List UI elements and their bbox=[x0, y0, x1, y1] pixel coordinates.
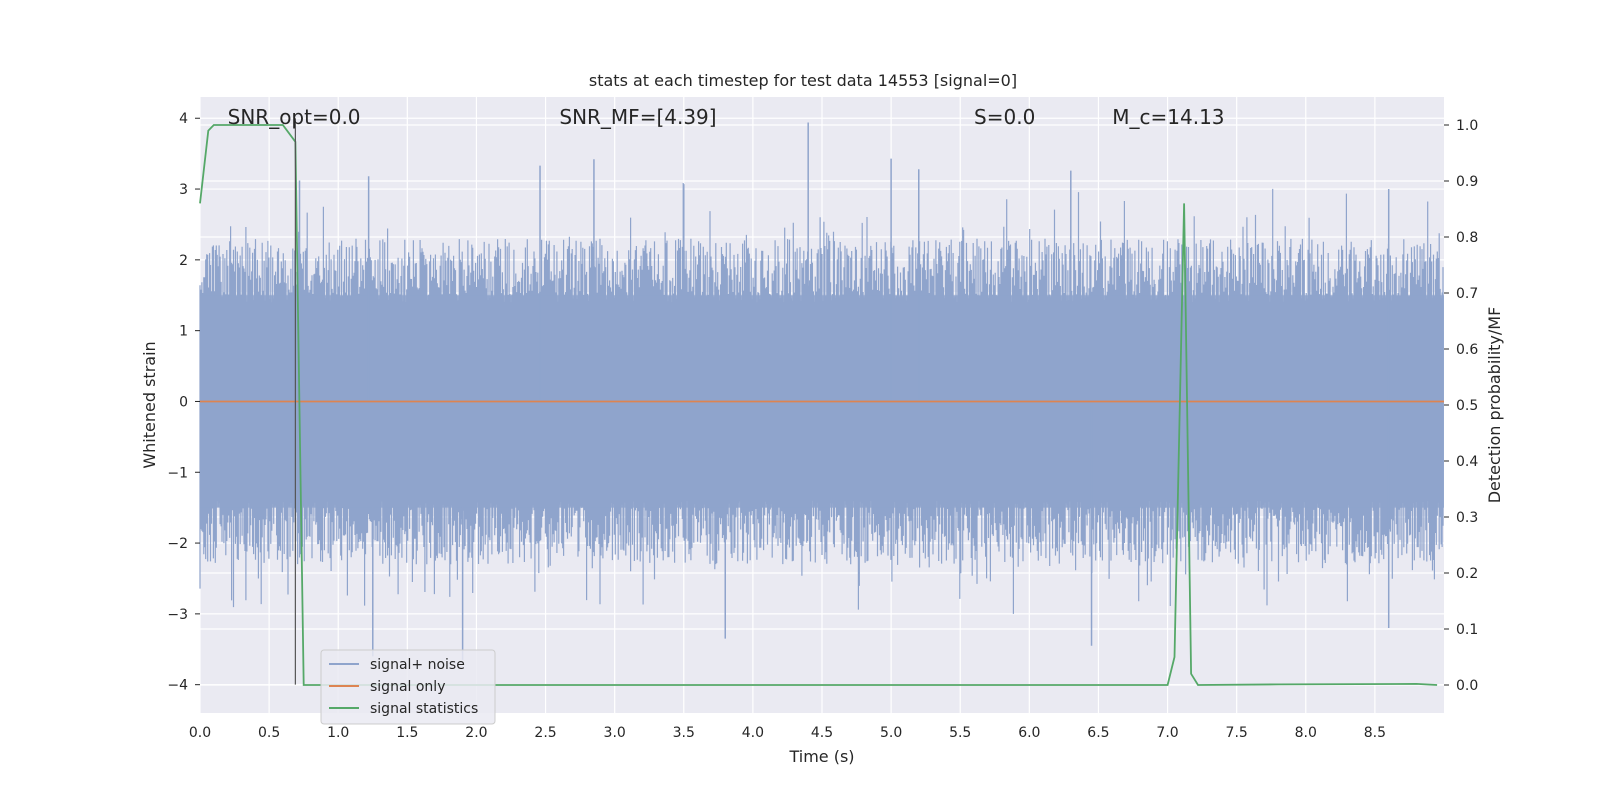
y-right-tick-label: 0.2 bbox=[1456, 566, 1478, 582]
annotation-0: SNR_opt=0.0 bbox=[228, 105, 361, 129]
y-left-tick-label: −2 bbox=[167, 536, 188, 552]
x-tick-label: 1.0 bbox=[327, 725, 349, 741]
y-left-tick-label: 3 bbox=[179, 182, 188, 198]
x-tick-label: 6.5 bbox=[1087, 725, 1109, 741]
y-left-tick-label: −1 bbox=[167, 465, 188, 481]
x-tick-label: 3.0 bbox=[604, 725, 626, 741]
x-tick-label: 2.0 bbox=[465, 725, 487, 741]
y-axis-left-label: Whitened strain bbox=[140, 341, 159, 468]
x-tick-label: 7.5 bbox=[1226, 725, 1248, 741]
x-tick-label: 5.0 bbox=[880, 725, 902, 741]
x-tick-label: 8.0 bbox=[1295, 725, 1317, 741]
y-right-tick-label: 0.7 bbox=[1456, 286, 1478, 302]
y-right-tick-label: 0.3 bbox=[1456, 510, 1478, 526]
series-signal-statistics bbox=[199, 124, 1438, 686]
y-left-tick-label: 0 bbox=[179, 394, 188, 410]
y-left-tick-label: −3 bbox=[167, 607, 188, 623]
annotations: SNR_opt=0.0 SNR_MF=[4.39] S=0.0 M_c=14.13 bbox=[228, 105, 1225, 129]
x-axis-label: Time (s) bbox=[788, 747, 854, 766]
legend-label-noise: signal+ noise bbox=[370, 657, 465, 673]
x-tick-label: 1.5 bbox=[396, 725, 418, 741]
x-tick-label: 4.5 bbox=[811, 725, 833, 741]
legend-label-statistics: signal statistics bbox=[370, 701, 478, 717]
y-axis-left-ticks: 4 3 2 1 0 −1 −2 −3 −4 bbox=[167, 111, 200, 694]
x-tick-label: 2.5 bbox=[534, 725, 556, 741]
y-right-tick-label: 1.0 bbox=[1456, 118, 1478, 134]
x-tick-label: 7.0 bbox=[1156, 725, 1178, 741]
x-axis-ticks: 0.0 0.5 1.0 1.5 2.0 2.5 3.0 3.5 4.0 4.5 5.0 5.5 6.0 6… bbox=[189, 725, 1386, 741]
annotation-1: SNR_MF=[4.39] bbox=[559, 105, 716, 129]
legend: signal+ noise signal only signal statist… bbox=[320, 649, 496, 725]
y-left-tick-label: 4 bbox=[179, 111, 188, 127]
y-axis-right-label: Detection probability/MF bbox=[1485, 307, 1504, 504]
legend-label-signal: signal only bbox=[370, 679, 445, 695]
series-lines bbox=[199, 124, 1444, 686]
chart-title: stats at each timestep for test data 145… bbox=[589, 71, 1017, 90]
y-left-tick-label: 1 bbox=[179, 324, 188, 340]
y-right-tick-label: 0.1 bbox=[1456, 622, 1478, 638]
annotation-2: S=0.0 bbox=[974, 105, 1035, 129]
y-left-tick-label: 2 bbox=[179, 253, 188, 269]
legend-box bbox=[320, 649, 496, 725]
y-right-tick-label: 0.5 bbox=[1456, 398, 1478, 414]
x-tick-label: 6.0 bbox=[1018, 725, 1040, 741]
y-right-tick-label: 0.0 bbox=[1456, 678, 1478, 694]
y-axis-right-ticks: 1.0 0.9 0.8 0.7 0.6 0.5 0.4 0.3 0.2 0.1 0.0 bbox=[1444, 118, 1478, 694]
x-tick-label: 4.0 bbox=[742, 725, 764, 741]
y-right-tick-label: 0.8 bbox=[1456, 230, 1478, 246]
annotation-3: M_c=14.13 bbox=[1112, 105, 1224, 129]
y-right-tick-label: 0.9 bbox=[1456, 174, 1478, 190]
y-right-tick-label: 0.4 bbox=[1456, 454, 1478, 470]
x-tick-label: 5.5 bbox=[949, 725, 971, 741]
y-right-tick-label: 0.6 bbox=[1456, 342, 1478, 358]
x-tick-label: 8.5 bbox=[1364, 725, 1386, 741]
x-tick-label: 3.5 bbox=[673, 725, 695, 741]
x-tick-label: 0.5 bbox=[258, 725, 280, 741]
x-tick-label: 0.0 bbox=[189, 725, 211, 741]
y-left-tick-label: −4 bbox=[167, 678, 188, 694]
